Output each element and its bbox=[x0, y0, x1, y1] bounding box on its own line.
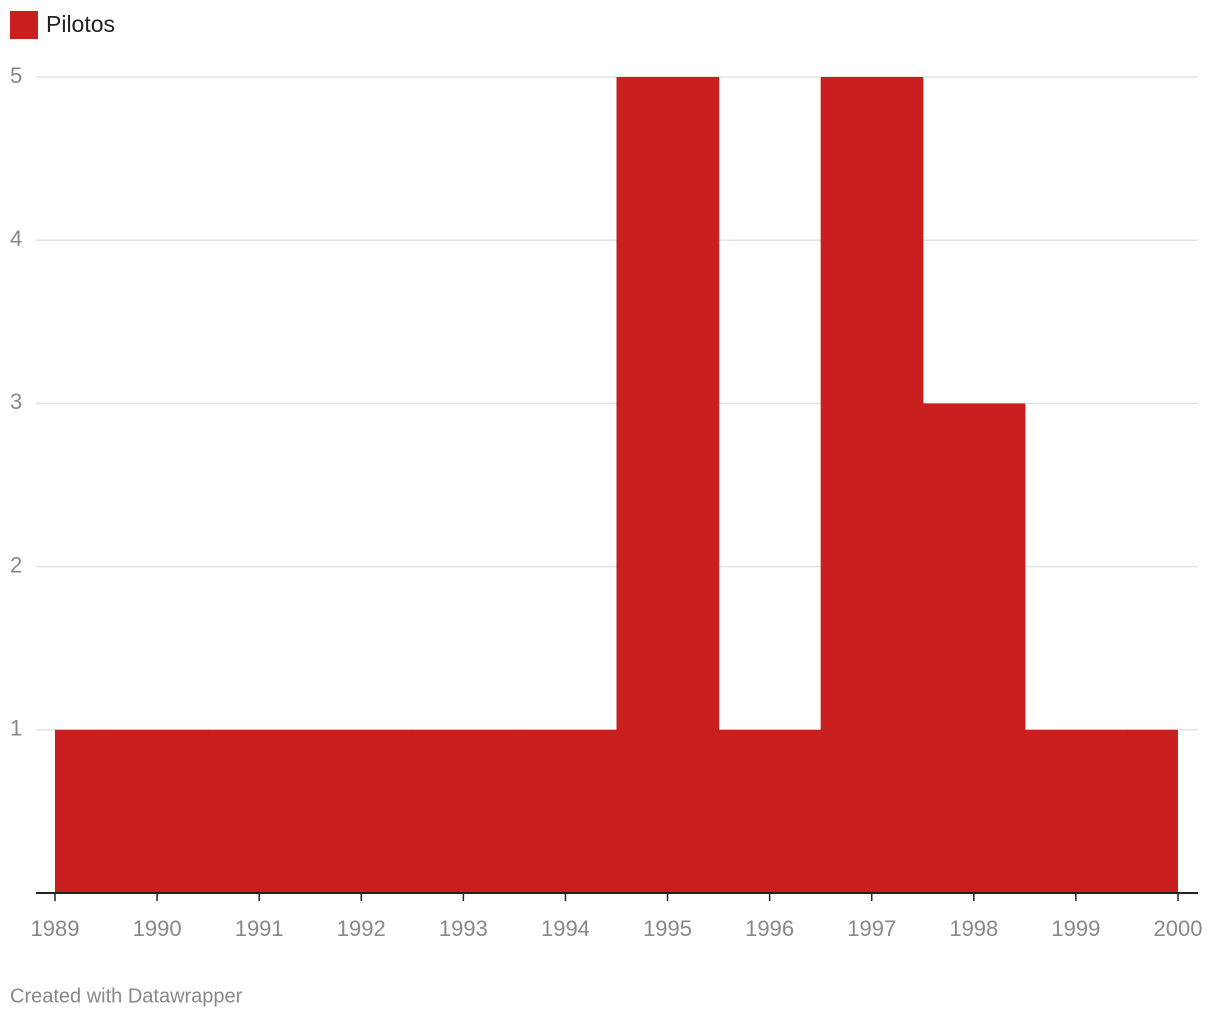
x-tick-label: 1993 bbox=[439, 916, 488, 941]
credit: Created with Datawrapper bbox=[10, 985, 243, 1007]
legend-label: Pilotos bbox=[46, 11, 115, 37]
x-tick-label: 1996 bbox=[745, 916, 794, 941]
legend-swatch bbox=[10, 11, 38, 39]
area-step bbox=[106, 729, 209, 893]
x-tick-label: 1990 bbox=[133, 916, 182, 941]
area-step bbox=[310, 729, 413, 893]
area-step bbox=[514, 729, 618, 893]
y-tick-label: 2 bbox=[10, 552, 22, 577]
area-step bbox=[1126, 729, 1178, 893]
x-tick-label: 1995 bbox=[643, 916, 692, 941]
y-tick-label: 4 bbox=[10, 226, 22, 251]
area-step bbox=[718, 729, 822, 893]
area-step bbox=[922, 403, 1026, 893]
area-step bbox=[1024, 729, 1128, 893]
area-step bbox=[616, 77, 720, 893]
x-tick-label: 1992 bbox=[337, 916, 386, 941]
y-tick-label: 3 bbox=[10, 389, 22, 414]
x-tick-label: 1997 bbox=[847, 916, 896, 941]
x-tick-label: 2000 bbox=[1154, 916, 1203, 941]
x-tick-label: 1998 bbox=[949, 916, 998, 941]
x-tick-label: 1994 bbox=[541, 916, 590, 941]
y-tick-label: 5 bbox=[10, 63, 22, 88]
area-step bbox=[820, 77, 924, 893]
area-step bbox=[208, 729, 311, 893]
area-step bbox=[412, 729, 516, 893]
y-tick-label: 1 bbox=[10, 716, 22, 741]
x-tick-label: 1991 bbox=[235, 916, 284, 941]
x-tick-label: 1999 bbox=[1051, 916, 1100, 941]
x-tick-label: 1989 bbox=[31, 916, 80, 941]
area-step bbox=[55, 729, 107, 893]
